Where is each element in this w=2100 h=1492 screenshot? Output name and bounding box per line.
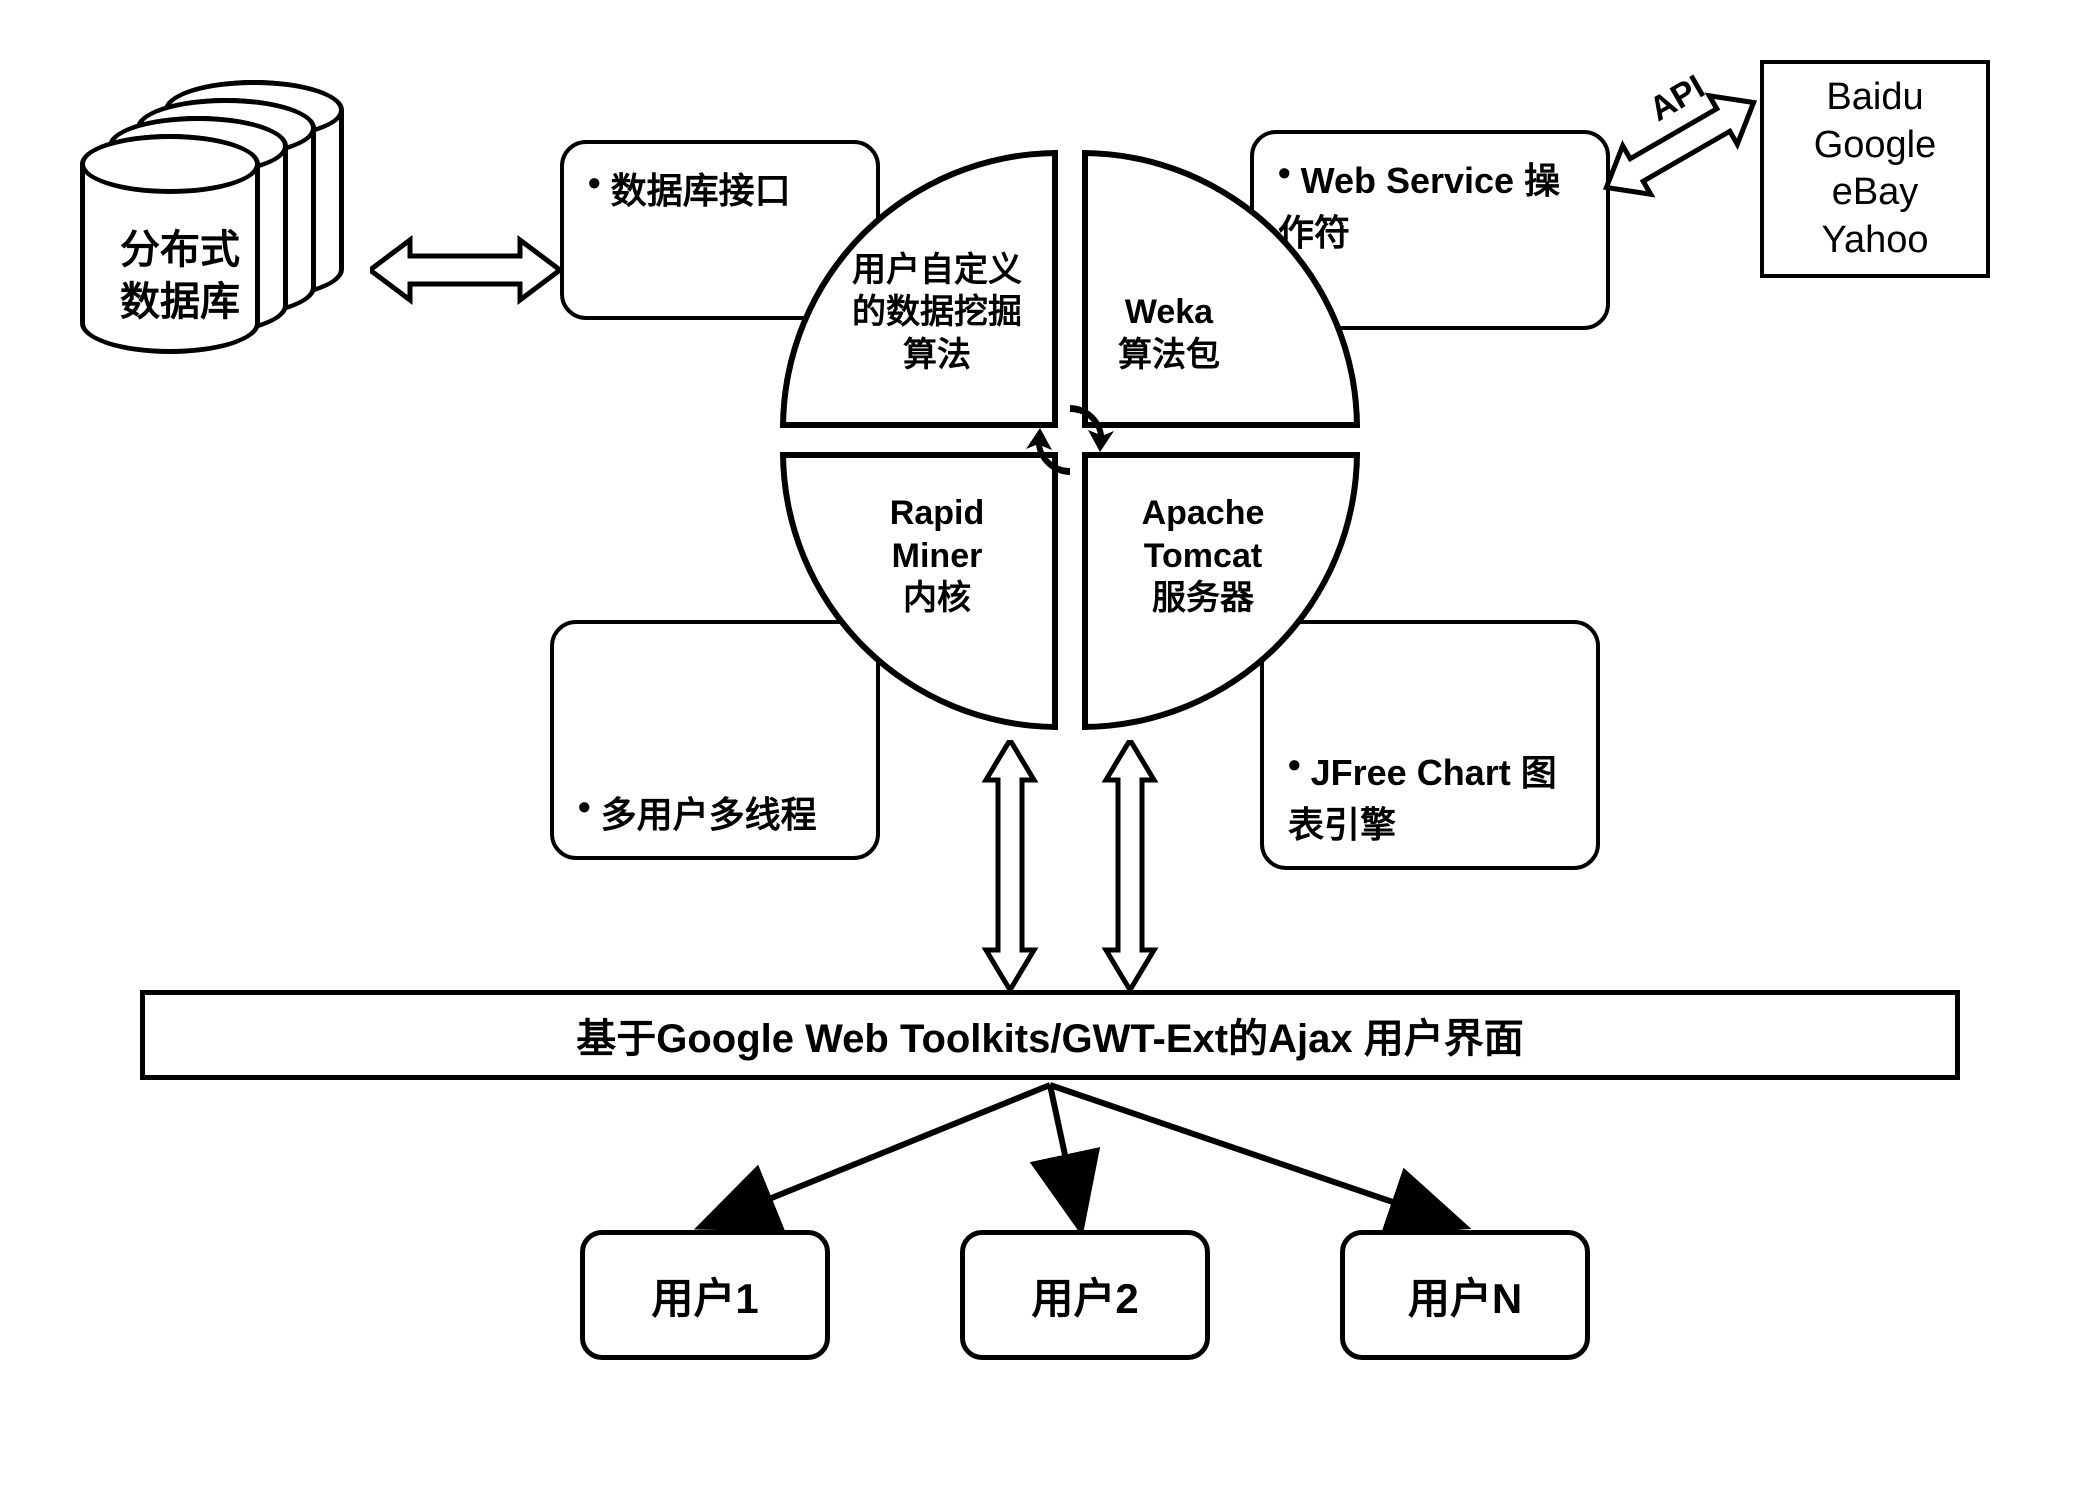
quadrant-bottom-left: Rapid Miner内核 bbox=[780, 452, 1058, 730]
user-n-label: 用户N bbox=[1408, 1265, 1522, 1326]
database-label: 分布式数据库 bbox=[120, 224, 240, 328]
cycle-arrows-icon bbox=[1020, 390, 1120, 490]
user-2-label: 用户2 bbox=[1031, 1265, 1138, 1326]
box-providers: Baidu Google eBay Yahoo bbox=[1760, 60, 1990, 278]
ui-bar: 基于Google Web Toolkits/GWT-Ext的Ajax 用户界面 bbox=[140, 990, 1960, 1080]
ui-bar-text: 基于Google Web Toolkits/GWT-Ext的Ajax 用户界面 bbox=[576, 1006, 1523, 1064]
arrows-ui-users bbox=[140, 1080, 1960, 1230]
bullet: • bbox=[588, 162, 601, 204]
bullet: • bbox=[1288, 744, 1301, 786]
arrow-api: API bbox=[1580, 60, 1780, 230]
bullet: • bbox=[578, 786, 591, 828]
box-db-interface-text: 数据库接口 bbox=[611, 170, 791, 211]
user-1-label: 用户1 bbox=[651, 1265, 758, 1326]
provider-yahoo: Yahoo bbox=[1782, 217, 1968, 265]
center-circle: 用户自定义的数据挖掘算法 Weka算法包 Rapid Miner内核 Apach… bbox=[780, 150, 1360, 730]
user-box-1: 用户1 bbox=[580, 1230, 830, 1360]
quadrant-bottom-right: Apache Tomcat服务器 bbox=[1082, 452, 1360, 730]
arrow-circle-ui-left bbox=[980, 740, 1040, 990]
user-box-2: 用户2 bbox=[960, 1230, 1210, 1360]
user-box-n: 用户N bbox=[1340, 1230, 1590, 1360]
box-jfree-text: JFree Chart 图表引擎 bbox=[1288, 752, 1557, 845]
quadrant-top-right: Weka算法包 bbox=[1082, 150, 1360, 428]
arrow-circle-ui-right bbox=[1100, 740, 1160, 990]
provider-ebay: eBay bbox=[1782, 169, 1968, 217]
quadrant-top-left: 用户自定义的数据挖掘算法 bbox=[780, 150, 1058, 428]
provider-baidu: Baidu bbox=[1782, 74, 1968, 122]
diagram-canvas: 分布式数据库 • 数据库接口 • Web Service 操作符 API Bai… bbox=[20, 20, 2080, 1472]
box-multi-user-text: 多用户多线程 bbox=[601, 794, 817, 835]
database-stack: 分布式数据库 bbox=[80, 80, 370, 440]
provider-google: Google bbox=[1782, 122, 1968, 170]
arrow-db-interface bbox=[370, 230, 560, 310]
